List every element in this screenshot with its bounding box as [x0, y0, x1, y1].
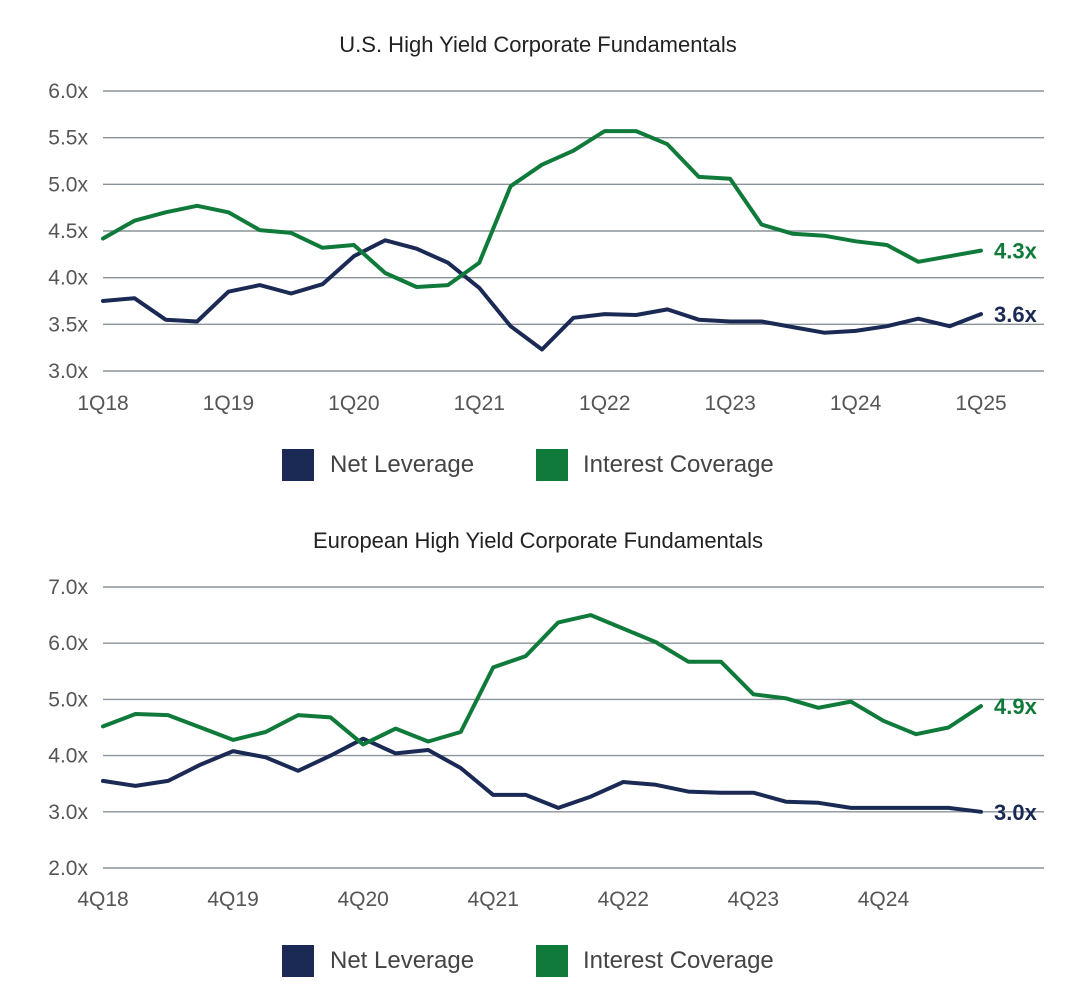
end-label-interest-coverage: 4.9x [994, 694, 1038, 719]
legend-label-net-leverage: Net Leverage [330, 451, 474, 478]
legend-swatch-net-leverage [282, 945, 314, 977]
chart-title: U.S. High Yield Corporate Fundamentals [339, 32, 736, 57]
x-tick-label: 1Q24 [830, 392, 882, 415]
y-tick-label: 3.0x [48, 801, 88, 824]
x-tick-label: 1Q23 [704, 392, 755, 415]
chart-2: European High Yield Corporate Fundamenta… [48, 528, 1044, 977]
series-line-net-leverage [101, 736, 983, 814]
x-tick-label: 1Q22 [579, 392, 630, 415]
chart-1: U.S. High Yield Corporate Fundamentals 3.… [48, 32, 1044, 481]
x-tick-label: 4Q19 [207, 888, 258, 911]
x-tick-label: 1Q21 [454, 392, 505, 415]
legend-swatch-net-leverage [282, 449, 314, 481]
x-tick-label: 4Q23 [728, 888, 779, 911]
legend-swatch-interest-coverage [536, 945, 568, 977]
y-tick-label: 5.0x [48, 688, 88, 711]
x-tick-label: 1Q25 [955, 392, 1006, 415]
y-tick-label: 3.0x [48, 360, 88, 383]
x-tick-label: 4Q18 [77, 888, 128, 911]
x-tick-label: 1Q20 [328, 392, 379, 415]
series-line-net-leverage [101, 238, 983, 352]
legend-label-interest-coverage: Interest Coverage [583, 451, 774, 478]
x-tick-label: 4Q20 [337, 888, 388, 911]
y-tick-label: 5.5x [48, 127, 88, 150]
end-label-interest-coverage: 4.3x [994, 239, 1038, 264]
y-tick-label: 7.0x [48, 576, 88, 599]
y-tick-label: 5.0x [48, 173, 88, 196]
series-line-interest-coverage [101, 613, 983, 747]
legend-swatch-interest-coverage [536, 449, 568, 481]
y-tick-label: 3.5x [48, 313, 88, 336]
end-label-net-leverage: 3.0x [994, 800, 1038, 825]
y-tick-label: 4.5x [48, 220, 88, 243]
y-tick-label: 6.0x [48, 632, 88, 655]
legend-label-interest-coverage: Interest Coverage [583, 947, 774, 974]
y-tick-label: 4.0x [48, 745, 88, 768]
y-tick-label: 2.0x [48, 857, 88, 880]
x-tick-label: 1Q19 [203, 392, 254, 415]
series-line-interest-coverage [101, 129, 983, 289]
chart-title: European High Yield Corporate Fundamenta… [313, 528, 763, 553]
x-tick-label: 4Q21 [468, 888, 519, 911]
legend-label-net-leverage: Net Leverage [330, 947, 474, 974]
y-tick-label: 6.0x [48, 80, 88, 103]
end-label-net-leverage: 3.6x [994, 302, 1038, 327]
x-tick-label: 4Q24 [858, 888, 910, 911]
y-tick-label: 4.0x [48, 267, 88, 290]
x-tick-label: 1Q18 [77, 392, 128, 415]
x-tick-label: 4Q22 [598, 888, 649, 911]
